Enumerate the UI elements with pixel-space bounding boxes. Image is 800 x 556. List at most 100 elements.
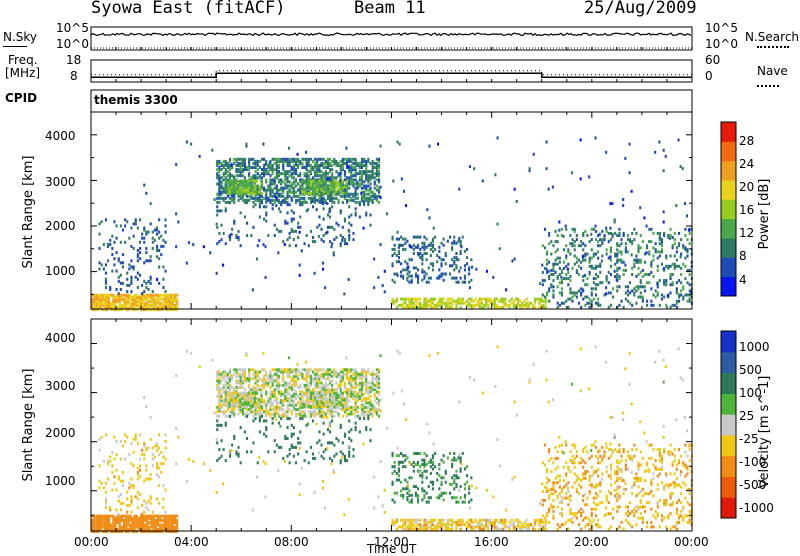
- freq-trace: [91, 71, 692, 78]
- velocity-echo-cell: [323, 392, 325, 395]
- power-echo-cell: [284, 243, 286, 246]
- power-echo-cell: [318, 174, 320, 177]
- power-echo-cell: [605, 286, 607, 289]
- power-echo-cell: [244, 176, 246, 179]
- power-echo-cell: [533, 153, 535, 156]
- power-echo-cell: [344, 158, 346, 161]
- power-echo-cell: [618, 275, 620, 278]
- power-echo-cell: [163, 294, 165, 297]
- power-echo-cell: [310, 192, 312, 195]
- velocity-echo-cell: [365, 397, 367, 400]
- power-echo-cell: [255, 170, 257, 173]
- power-echo-cell: [267, 197, 269, 200]
- velocity-echo-cell: [248, 392, 250, 395]
- velocity-echo-cell: [421, 498, 423, 501]
- power-echo-cell: [121, 294, 123, 297]
- power-echo-cell: [126, 290, 128, 293]
- velocity-echo-cell: [378, 368, 380, 371]
- nsky-panel-frame: [91, 27, 692, 50]
- power-echo-cell: [509, 304, 511, 307]
- power-echo-cell: [322, 202, 324, 205]
- velocity-echo-cell: [259, 371, 261, 374]
- velocity-echo-cell: [117, 528, 119, 531]
- velocity-echo-cell: [289, 461, 291, 464]
- velocity-echo-cell: [297, 375, 299, 378]
- velocity-echo-cell: [344, 455, 346, 458]
- power-echo-cell: [652, 294, 654, 297]
- power-echo-cell: [166, 294, 168, 297]
- power-echo-cell: [267, 185, 269, 188]
- velocity-echo-cell: [131, 517, 133, 520]
- power-echo-cell: [374, 166, 376, 169]
- velocity-echo-cell: [304, 392, 306, 395]
- power-echo-cell: [657, 257, 659, 260]
- velocity-echo-cell: [166, 515, 168, 518]
- velocity-echo-cell: [297, 395, 299, 398]
- power-echo-cell: [589, 257, 591, 260]
- power-echo-cell: [576, 261, 578, 264]
- power-echo-cell: [421, 262, 423, 265]
- power-echo-cell: [262, 243, 264, 246]
- velocity-echo-cell: [340, 375, 342, 378]
- power-echo-cell: [633, 228, 635, 231]
- power-echo-cell: [154, 239, 156, 242]
- power-echo-cell: [546, 263, 548, 266]
- velocity-echo-cell: [128, 504, 130, 507]
- power-echo-cell: [618, 250, 620, 253]
- velocity-echo-cell: [130, 442, 132, 445]
- power-echo-cell: [340, 176, 342, 179]
- power-echo-cell: [99, 233, 101, 236]
- power-echo-cell: [282, 180, 284, 183]
- power-echo-cell: [314, 170, 316, 173]
- power-echo-cell: [356, 182, 358, 185]
- power-echo-cell: [159, 302, 161, 305]
- velocity-echo-cell: [367, 415, 369, 418]
- power-echo-cell: [426, 238, 428, 241]
- power-echo-cell: [321, 180, 323, 183]
- power-echo-cell: [227, 174, 229, 177]
- power-echo-cell: [625, 298, 627, 301]
- power-echo-cell: [312, 197, 314, 200]
- velocity-echo-cell: [278, 413, 280, 416]
- velocity-echo-cell: [265, 379, 267, 382]
- velocity-echo-cell: [145, 506, 147, 509]
- power-echo-cell: [578, 265, 580, 268]
- velocity-echo-cell: [310, 401, 312, 404]
- power-echo-cell: [380, 243, 382, 246]
- power-echo-cell: [335, 176, 337, 179]
- power-echo-cell: [608, 281, 610, 284]
- power-echo-cell: [432, 298, 434, 301]
- velocity-echo-cell: [121, 515, 123, 518]
- velocity-echo-cell: [284, 368, 286, 371]
- velocity-echo-cell: [216, 384, 218, 387]
- power-echo-cell: [509, 300, 511, 303]
- power-echo-cell: [240, 244, 242, 247]
- velocity-echo-cell: [130, 495, 132, 498]
- power-echo-cell: [595, 283, 597, 286]
- power-echo-cell: [352, 199, 354, 202]
- power-echo-cell: [289, 232, 291, 235]
- power-echo-cell: [404, 268, 406, 271]
- power-echo-cell: [589, 240, 591, 243]
- velocity-echo-cell: [272, 368, 274, 371]
- power-echo-cell: [263, 187, 265, 190]
- power-echo-cell: [514, 188, 516, 191]
- power-echo-cell: [629, 143, 631, 146]
- power-echo-cell: [275, 196, 277, 199]
- velocity-echo-cell: [304, 368, 306, 371]
- power-echo-cell: [652, 255, 654, 258]
- power-echo-cell: [237, 182, 239, 185]
- power-echo-cell: [572, 238, 574, 241]
- power-echo-cell: [367, 197, 369, 200]
- power-echo-cell: [428, 244, 430, 247]
- velocity-echo-cell: [342, 392, 344, 395]
- power-echo-cell: [161, 298, 163, 301]
- power-echo-cell: [145, 231, 147, 234]
- power-echo-cell: [447, 240, 449, 243]
- velocity-echo-cell: [436, 496, 438, 499]
- power-echo-cell: [156, 233, 158, 236]
- power-echo-cell: [348, 187, 350, 190]
- power-echo-cell: [126, 284, 128, 287]
- velocity-echo-cell: [306, 384, 308, 387]
- power-echo-cell: [400, 271, 402, 274]
